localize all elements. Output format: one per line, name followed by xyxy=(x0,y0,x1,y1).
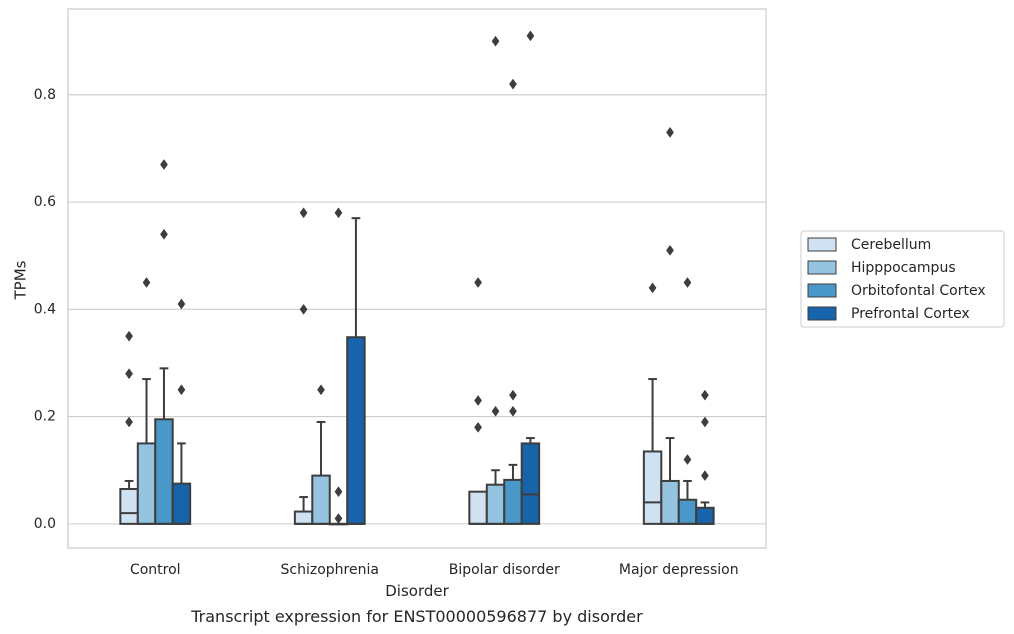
box-iqr xyxy=(136,442,157,525)
box-iqr xyxy=(468,490,488,525)
box-iqr xyxy=(293,510,314,525)
legend-swatch xyxy=(807,306,837,321)
outlier-point xyxy=(334,486,343,498)
box-iqr xyxy=(171,482,192,525)
outlier-point xyxy=(474,277,482,288)
box-hipppocampus xyxy=(660,126,680,525)
outlier-point xyxy=(701,470,709,482)
x-tick-label: Bipolar disorder xyxy=(449,562,560,578)
box-iqr xyxy=(660,479,680,525)
outlier-point xyxy=(474,421,482,433)
box-groups xyxy=(119,30,715,526)
outlier-point xyxy=(648,282,657,294)
legend-label: Orbitofontal Cortex xyxy=(851,283,986,299)
outlier-point xyxy=(177,384,186,396)
y-tick-labels: 0.0 0.2 0.4 0.6 0.8 xyxy=(34,87,56,532)
y-tick-label: 0.2 xyxy=(34,409,56,425)
chart-caption: Transcript expression for ENST0000059687… xyxy=(190,607,643,626)
y-tick-label: 0.0 xyxy=(34,516,56,532)
x-tick-label: Schizophrenia xyxy=(281,562,379,578)
outlier-point xyxy=(509,389,517,401)
box-hipppocampus xyxy=(485,35,506,525)
box-cerebellum xyxy=(293,207,314,525)
outlier-point xyxy=(334,207,343,219)
outlier-point xyxy=(299,303,308,315)
box-prefrontal-cortex xyxy=(171,298,192,525)
outlier-point xyxy=(160,159,168,170)
outlier-point xyxy=(125,330,133,342)
outlier-point xyxy=(299,207,308,219)
outlier-point xyxy=(125,416,133,428)
y-tick-label: 0.6 xyxy=(34,194,56,210)
outlier-point xyxy=(509,78,517,90)
box-orbitofontal-cortex xyxy=(503,78,523,525)
outlier-point xyxy=(683,277,692,288)
outlier-point xyxy=(125,368,133,380)
box-orbitofontal-cortex xyxy=(328,207,349,526)
box-iqr xyxy=(642,450,663,525)
y-tick-label: 0.4 xyxy=(34,301,56,317)
box-iqr xyxy=(503,478,523,525)
box-iqr xyxy=(520,442,541,525)
legend-frame xyxy=(800,230,1005,328)
legend-label: Hipppocampus xyxy=(851,260,956,276)
outlier-point xyxy=(474,395,482,406)
x-axis-label: Disorder xyxy=(385,582,449,600)
x-tick-label: Control xyxy=(130,562,181,578)
outlier-point xyxy=(177,298,186,310)
outlier-point xyxy=(666,244,674,256)
outlier-point xyxy=(526,30,535,42)
box-iqr xyxy=(695,506,715,525)
box-iqr xyxy=(677,498,698,525)
outlier-point xyxy=(509,405,517,417)
legend-label: Cerebellum xyxy=(851,237,931,253)
outlier-point xyxy=(142,277,151,288)
box-iqr xyxy=(485,483,506,525)
y-tick-label: 0.8 xyxy=(34,87,56,103)
outlier-point xyxy=(160,228,168,240)
y-axis-label: TPMs xyxy=(12,260,30,300)
box-cerebellum xyxy=(119,330,139,525)
outlier-point xyxy=(666,126,674,138)
legend-swatch xyxy=(807,283,837,298)
box-iqr xyxy=(346,336,366,525)
box-iqr xyxy=(311,474,331,525)
outlier-point xyxy=(701,389,709,401)
box-cerebellum xyxy=(468,277,488,525)
box-iqr xyxy=(119,488,139,525)
box-hipppocampus xyxy=(311,384,331,525)
plot-frame xyxy=(67,8,767,549)
box-orbitofontal-cortex xyxy=(154,159,174,525)
x-tick-labels: Control Schizophrenia Bipolar disorder Majo… xyxy=(130,562,739,578)
legend-swatch xyxy=(807,237,837,252)
box-iqr xyxy=(154,418,174,525)
legend-swatch xyxy=(807,260,837,275)
outlier-point xyxy=(334,513,343,524)
outlier-point xyxy=(491,35,500,47)
outlier-point xyxy=(701,416,709,428)
box-prefrontal-cortex xyxy=(346,217,366,525)
legend-label: Prefrontal Cortex xyxy=(851,306,970,322)
box-cerebellum xyxy=(642,282,663,525)
box-prefrontal-cortex xyxy=(520,30,541,525)
box-prefrontal-cortex xyxy=(695,389,715,525)
box-orbitofontal-cortex xyxy=(677,277,698,525)
box-hipppocampus xyxy=(136,277,157,525)
outlier-point xyxy=(491,405,500,417)
outlier-point xyxy=(317,384,325,396)
x-tick-label: Major depression xyxy=(619,562,739,578)
legend: Cerebellum Hipppocampus Orbitofontal Corte… xyxy=(800,230,1005,328)
outlier-point xyxy=(683,454,692,465)
